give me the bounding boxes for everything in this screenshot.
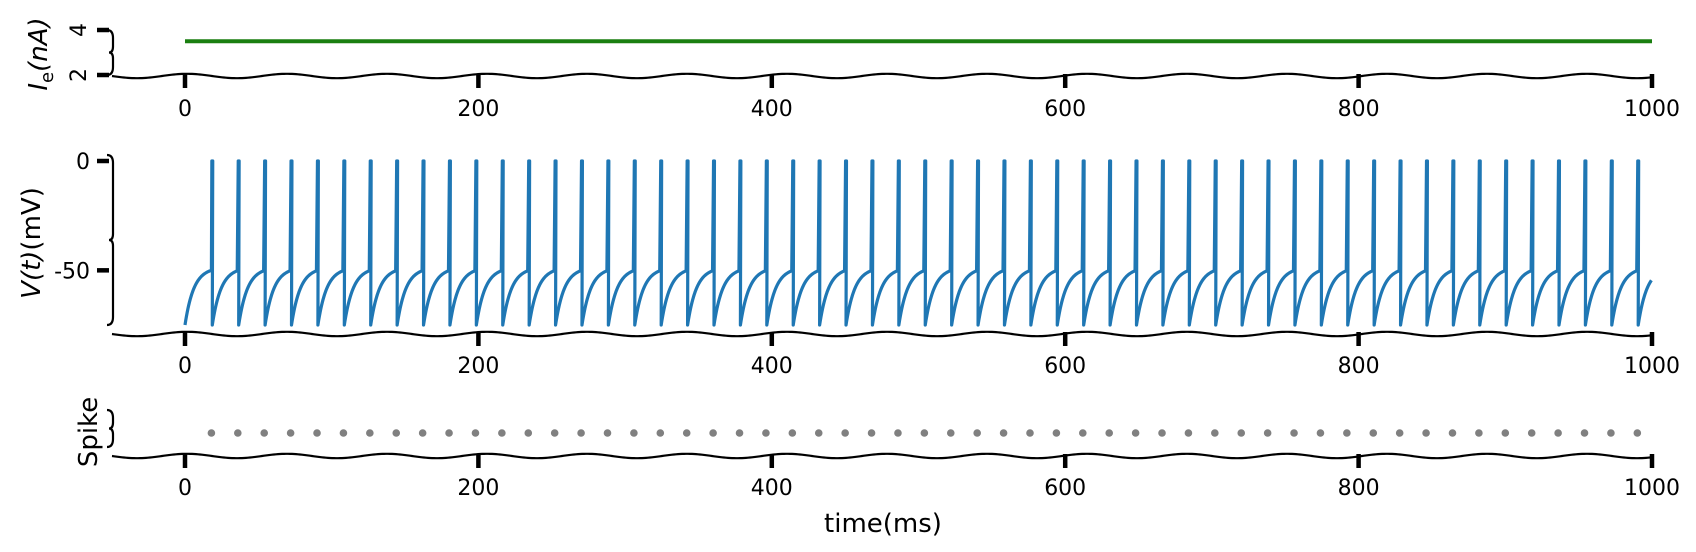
spike-point xyxy=(1237,429,1246,437)
panel-spikes: Spike 0 200 400 600 800 1000 time(ms) xyxy=(74,397,1680,539)
spike-point xyxy=(418,429,427,437)
spike-point xyxy=(550,429,559,437)
spike-point xyxy=(1158,429,1166,437)
x-tick-label: 1000 xyxy=(1624,476,1680,501)
spike-point xyxy=(1105,429,1114,437)
spike-point xyxy=(366,429,374,437)
spike-point xyxy=(392,429,401,437)
x-tick-label: 400 xyxy=(751,97,793,122)
spike-point xyxy=(894,429,902,437)
spike-point xyxy=(577,429,585,437)
x-axis-line xyxy=(111,452,1653,460)
x-tick-label: 0 xyxy=(178,97,192,122)
y-label-main: I xyxy=(24,83,54,91)
spike-point xyxy=(762,429,770,437)
x-tick-label: 600 xyxy=(1044,354,1086,379)
spike-point xyxy=(1554,429,1562,437)
spike-point xyxy=(313,429,321,437)
spike-point xyxy=(1290,429,1298,437)
y-label-unit: (nA) xyxy=(24,17,54,72)
x-tick-label: 0 xyxy=(178,476,192,501)
y-axis-line xyxy=(106,28,115,77)
spike-point xyxy=(1580,429,1589,437)
x-axis-line xyxy=(111,330,1653,338)
spike-point xyxy=(788,429,797,437)
voltage-trace xyxy=(183,159,1653,327)
x-tick-label: 600 xyxy=(1044,97,1086,122)
spike-point xyxy=(682,429,691,437)
spike-point xyxy=(1448,429,1457,437)
spike-point xyxy=(286,429,295,437)
y-axis-line xyxy=(106,408,115,449)
spike-point xyxy=(1026,429,1034,437)
spike-point xyxy=(1052,429,1061,437)
spike-point xyxy=(999,429,1008,437)
spike-point xyxy=(1527,429,1536,437)
spike-point xyxy=(1501,429,1510,437)
y-axis-line xyxy=(106,153,115,327)
spike-point xyxy=(1475,429,1483,437)
y-label-main: V(t) xyxy=(17,251,47,299)
spike-point xyxy=(207,429,216,437)
spike-point xyxy=(867,429,876,437)
spike-point xyxy=(498,429,506,437)
spike-point xyxy=(1633,429,1642,437)
spike-point xyxy=(1422,429,1430,437)
spike-point xyxy=(1079,429,1087,437)
y-tick-label: 4 xyxy=(67,23,92,37)
x-tick-label: 800 xyxy=(1338,476,1380,501)
spike-point xyxy=(1607,429,1615,437)
spike-point xyxy=(1395,429,1404,437)
spike-point xyxy=(1131,429,1140,437)
x-tick-label: 0 xyxy=(178,354,192,379)
spike-point xyxy=(1263,429,1272,437)
x-tick-label: 600 xyxy=(1044,476,1086,501)
x-tick-label: 800 xyxy=(1338,97,1380,122)
spike-point xyxy=(735,429,744,437)
y-label-unit: (mV) xyxy=(17,187,47,250)
spike-point xyxy=(339,429,348,437)
x-axis-line xyxy=(111,72,1653,80)
spike-point xyxy=(946,429,955,437)
x-tick-label: 1000 xyxy=(1624,354,1680,379)
spike-point xyxy=(1343,429,1351,437)
spike-point xyxy=(656,429,665,437)
spike-point xyxy=(1316,429,1325,437)
spike-point xyxy=(814,429,823,437)
x-tick-label: 200 xyxy=(457,354,499,379)
spike-point xyxy=(234,429,242,437)
spike-point xyxy=(920,429,929,437)
y-axis-label: V(t)(mV) xyxy=(17,187,47,299)
y-tick-label: -50 xyxy=(54,259,90,284)
spike-point xyxy=(1211,429,1219,437)
spike-point xyxy=(841,429,849,437)
y-tick-label: 0 xyxy=(76,150,90,175)
y-tick-label: 2 xyxy=(67,68,92,82)
spike-point xyxy=(603,429,612,437)
panel-membrane-potential: 0 -50 V(t)(mV) 0 200 400 600 800 1000 xyxy=(17,150,1680,379)
y-axis-label: Spike xyxy=(74,397,104,467)
x-tick-label: 200 xyxy=(457,97,499,122)
x-axis-label: time(ms) xyxy=(824,509,942,539)
x-tick-label: 400 xyxy=(751,354,793,379)
x-tick-label: 1000 xyxy=(1624,97,1680,122)
spike-point xyxy=(471,429,480,437)
spike-point xyxy=(260,429,269,437)
y-axis-label: Ie(nA) xyxy=(24,17,58,90)
panel-input-current: 2 4 Ie(nA) 0 200 400 600 800 1000 xyxy=(24,17,1680,122)
spike-point xyxy=(630,429,638,437)
spike-point xyxy=(973,429,981,437)
spike-point xyxy=(1369,429,1378,437)
x-tick-label: 400 xyxy=(751,476,793,501)
spike-point xyxy=(445,429,453,437)
x-tick-label: 200 xyxy=(457,476,499,501)
spike-point xyxy=(1184,429,1193,437)
x-tick-label: 800 xyxy=(1338,354,1380,379)
spike-point xyxy=(524,429,533,437)
spike-point xyxy=(709,429,717,437)
y-label-sub: e xyxy=(37,72,58,83)
